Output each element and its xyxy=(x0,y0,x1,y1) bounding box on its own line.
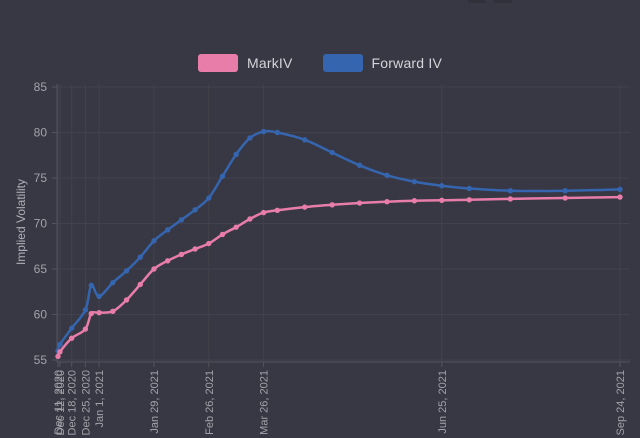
markiv-swatch xyxy=(197,54,238,72)
data-point-markiv[interactable] xyxy=(507,196,514,202)
data-point-forward-iv[interactable] xyxy=(507,188,514,194)
data-point-forward-iv[interactable] xyxy=(384,172,390,178)
data-point-markiv[interactable] xyxy=(247,216,253,222)
legend-item-markiv[interactable]: MarkIV xyxy=(197,54,293,72)
data-point-forward-iv[interactable] xyxy=(88,282,94,289)
data-point-forward-iv[interactable] xyxy=(329,149,335,156)
data-point-forward-iv[interactable] xyxy=(164,227,171,233)
x-tick-label: Feb 26, 2021 xyxy=(204,370,216,435)
x-tick-label: Jun 25, 2021 xyxy=(437,370,449,434)
data-point-forward-iv[interactable] xyxy=(302,137,308,143)
data-point-forward-iv[interactable] xyxy=(247,135,253,141)
y-tick-label: 75 xyxy=(34,171,48,185)
data-point-forward-iv[interactable] xyxy=(178,217,185,223)
data-point-forward-iv[interactable] xyxy=(69,325,75,331)
data-point-forward-iv[interactable] xyxy=(219,173,226,179)
data-point-forward-iv[interactable] xyxy=(466,185,472,192)
x-tick-label: Dec 18, 2020 xyxy=(67,370,79,435)
data-point-markiv[interactable] xyxy=(96,309,102,316)
y-tick-label: 65 xyxy=(34,262,48,276)
data-point-markiv[interactable] xyxy=(110,308,116,315)
data-point-forward-iv[interactable] xyxy=(82,307,89,313)
x-tick-label: Jan 29, 2021 xyxy=(149,370,161,434)
y-tick-label: 70 xyxy=(34,217,48,231)
data-point-forward-iv[interactable] xyxy=(356,162,363,168)
data-point-forward-iv[interactable] xyxy=(233,151,239,158)
data-point-markiv[interactable] xyxy=(384,198,390,205)
data-point-markiv[interactable] xyxy=(82,326,89,332)
data-point-forward-iv[interactable] xyxy=(151,238,157,244)
data-point-markiv[interactable] xyxy=(233,224,239,230)
y-tick-label: 55 xyxy=(34,353,48,367)
x-tick-label: Dec 25, 2020 xyxy=(80,370,92,435)
data-point-markiv[interactable] xyxy=(439,197,445,203)
y-tick-label: 85 xyxy=(34,80,48,94)
data-point-forward-iv[interactable] xyxy=(110,279,116,286)
x-tick-label: Mar 26, 2021 xyxy=(259,370,271,435)
data-point-forward-iv[interactable] xyxy=(562,188,568,194)
data-point-markiv[interactable] xyxy=(329,202,335,208)
data-point-forward-iv[interactable] xyxy=(96,293,102,299)
series-line-markiv[interactable] xyxy=(56,195,622,358)
data-point-markiv[interactable] xyxy=(562,195,568,201)
data-point-forward-iv[interactable] xyxy=(192,207,198,213)
series-line-forward-iv[interactable] xyxy=(56,129,622,353)
data-point-forward-iv[interactable] xyxy=(274,129,281,136)
forward-iv-swatch xyxy=(322,54,363,72)
data-point-markiv[interactable] xyxy=(411,198,418,204)
clipped-text-artifact xyxy=(468,0,524,3)
chart-legend: MarkIV Forward IV xyxy=(0,54,640,72)
data-point-forward-iv[interactable] xyxy=(439,183,445,189)
data-point-markiv[interactable] xyxy=(260,209,267,216)
legend-label-markiv: MarkIV xyxy=(246,55,293,71)
data-point-forward-iv[interactable] xyxy=(206,195,212,201)
data-point-markiv[interactable] xyxy=(302,204,308,210)
data-point-forward-iv[interactable] xyxy=(260,128,267,135)
data-point-markiv[interactable] xyxy=(137,281,143,288)
x-tick-label: Jan 1, 2021 xyxy=(94,370,106,428)
data-point-markiv[interactable] xyxy=(69,335,75,341)
data-point-markiv[interactable] xyxy=(55,353,61,360)
legend-item-forward-iv[interactable]: Forward IV xyxy=(322,54,442,72)
data-point-markiv[interactable] xyxy=(219,231,226,238)
y-tick-label: 60 xyxy=(34,308,48,322)
x-tick-label: Dec 12, 2020 xyxy=(55,370,67,435)
data-point-forward-iv[interactable] xyxy=(411,178,418,185)
legend-label-forward-iv: Forward IV xyxy=(371,55,442,71)
data-point-forward-iv[interactable] xyxy=(137,254,143,260)
data-point-markiv[interactable] xyxy=(57,349,63,355)
data-point-forward-iv[interactable] xyxy=(57,341,63,348)
y-tick-label: 80 xyxy=(34,126,48,140)
data-point-markiv[interactable] xyxy=(206,240,212,247)
x-tick-label: Sep 24, 2021 xyxy=(615,370,627,435)
data-point-markiv[interactable] xyxy=(123,297,130,303)
data-point-markiv[interactable] xyxy=(164,258,171,264)
data-point-markiv[interactable] xyxy=(466,197,472,203)
data-point-markiv[interactable] xyxy=(88,310,94,317)
data-point-markiv[interactable] xyxy=(151,266,157,272)
data-point-markiv[interactable] xyxy=(192,246,198,252)
data-point-forward-iv[interactable] xyxy=(123,268,130,274)
data-point-markiv[interactable] xyxy=(617,194,623,200)
data-point-markiv[interactable] xyxy=(178,251,185,258)
data-point-markiv[interactable] xyxy=(356,200,363,206)
data-point-markiv[interactable] xyxy=(274,207,281,214)
data-point-forward-iv[interactable] xyxy=(617,186,623,193)
x-tick-label: Dec 11, 2020 xyxy=(53,370,65,435)
